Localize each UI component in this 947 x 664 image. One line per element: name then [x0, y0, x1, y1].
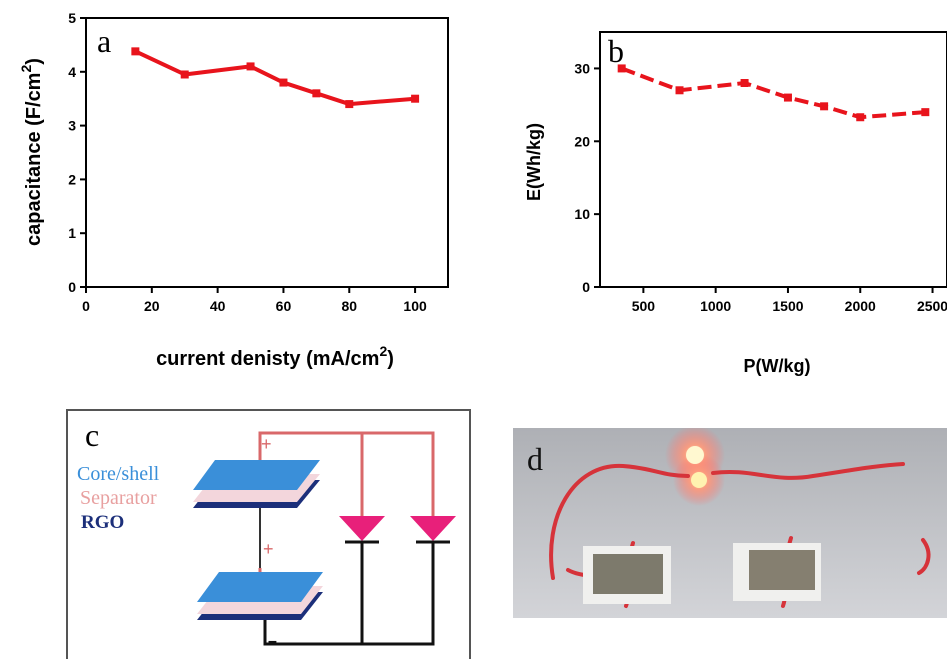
- plot-frame-b: [599, 31, 947, 288]
- plus-sign-top: +: [261, 434, 272, 454]
- data-point-b: [740, 79, 749, 87]
- device-photo: d: [513, 425, 947, 618]
- y-axis-label-a: capacitance (F/cm2): [18, 58, 45, 246]
- x-tick-label-b: 2000: [845, 298, 876, 314]
- series-line-b: [620, 66, 926, 120]
- data-point-b: [856, 113, 865, 122]
- x-tick-label-a: 20: [144, 298, 160, 314]
- x-tick-label-b: 2500: [917, 298, 947, 314]
- chart-a: 0 20 40 60 80 100 0 1 2 3 4 5 a current denisty (mA…: [18, 10, 449, 370]
- circuit-diagram: c Core/shell Separator RGO + + –: [66, 409, 471, 664]
- y-tick-label-a: 1: [68, 225, 76, 241]
- y-tick-label-b: 0: [582, 279, 590, 295]
- plus-sign-bottom: +: [263, 539, 274, 559]
- panel-b: 500 1000 1500 2000 2500 0 10 20 30 b P(W/kg) E(W…: [480, 0, 947, 385]
- x-tick-label-a: 40: [210, 298, 226, 314]
- capacitor-bottom: [197, 572, 323, 620]
- panel-label-b: b: [608, 33, 624, 69]
- x-tick-label-b: 1000: [700, 298, 731, 314]
- series-line-a: [134, 49, 416, 107]
- x-tick-label-b: 500: [632, 298, 656, 314]
- panel-label-d: d: [527, 441, 543, 477]
- x-tick-label-a: 100: [403, 298, 427, 314]
- y-tick-label-b: 30: [574, 60, 590, 76]
- panel-c: c Core/shell Separator RGO + + –: [65, 408, 473, 664]
- y-tick-label-b: 20: [574, 133, 590, 149]
- panel-label-c: c: [85, 417, 99, 453]
- supercapacitor-devices: [583, 543, 821, 604]
- data-point-a: [411, 94, 420, 103]
- data-point-b: [783, 93, 792, 102]
- data-point-a: [131, 47, 140, 56]
- panel-c-frame: [66, 409, 471, 664]
- data-point-a: [279, 78, 288, 87]
- y-tick-label-a: 2: [68, 171, 76, 187]
- y-axis-label-b: E(Wh/kg): [524, 123, 544, 201]
- y-tick-label-a: 3: [68, 118, 76, 134]
- data-point-b: [675, 86, 684, 95]
- data-point-a: [345, 100, 354, 109]
- data-point-b: [820, 102, 829, 111]
- diode-right: [410, 516, 456, 544]
- legend-separator: Separator: [80, 487, 157, 509]
- y-tick-label-a: 0: [68, 279, 76, 295]
- diode-left: [339, 516, 385, 544]
- x-tick-label-a: 60: [276, 298, 292, 314]
- legend-core-shell: Core/shell: [77, 463, 160, 485]
- photo-background: [513, 428, 947, 618]
- capacitor-top: [193, 460, 320, 508]
- data-point-a: [312, 89, 321, 98]
- data-point-b: [921, 108, 930, 117]
- y-tick-label-a: 4: [68, 64, 76, 80]
- chart-b: 500 1000 1500 2000 2500 0 10 20 30 b P(W/kg) E(W…: [524, 31, 947, 376]
- legend-rgo: RGO: [81, 512, 124, 533]
- y-tick-label-a: 5: [68, 10, 76, 26]
- x-tick-label-a: 0: [82, 298, 90, 314]
- panel-label-a: a: [97, 23, 111, 59]
- y-tick-label-b: 10: [574, 206, 590, 222]
- x-axis-label-b: P(W/kg): [744, 356, 811, 376]
- panel-d: d: [513, 425, 947, 618]
- x-tick-label-a: 80: [341, 298, 357, 314]
- data-point-a: [246, 62, 255, 71]
- data-point-b: [617, 64, 626, 73]
- plot-frame-a: [85, 17, 449, 288]
- data-point-a: [180, 70, 189, 79]
- minus-sign: –: [268, 633, 277, 650]
- x-tick-label-b: 1500: [772, 298, 803, 314]
- glowing-leds: [665, 425, 725, 506]
- x-axis-label-a: current denisty (mA/cm2): [156, 343, 394, 370]
- panel-a: 0 20 40 60 80 100 0 1 2 3 4 5 a current denisty (mA…: [0, 0, 470, 385]
